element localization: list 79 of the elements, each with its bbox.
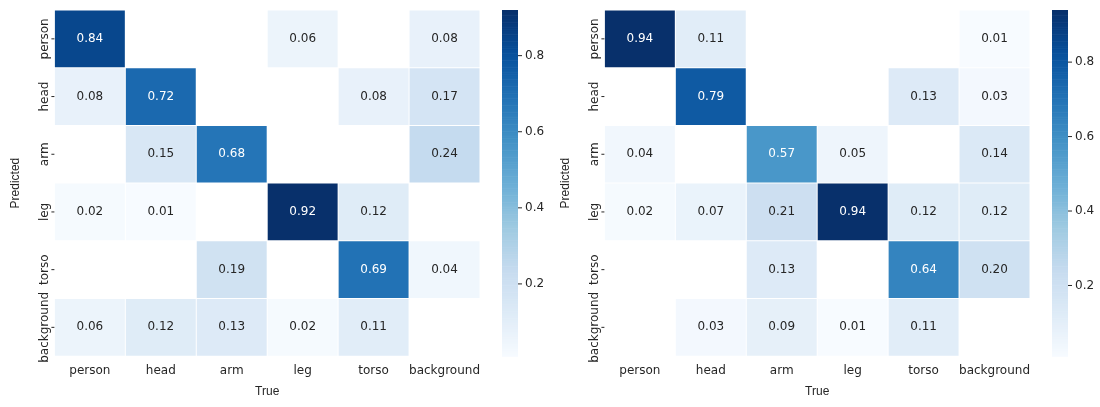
data-label: 0.20: [981, 261, 1008, 276]
data-label: 0.02: [76, 204, 104, 219]
data-label: 0.01: [147, 204, 175, 219]
color-bar-label: 0.4: [525, 199, 545, 214]
data-label: 0.17: [431, 88, 458, 103]
x-tick-label: arm: [769, 362, 794, 377]
data-label: 0.01: [839, 319, 867, 334]
data-label: 0.79: [697, 88, 725, 103]
data-label: 0.72: [147, 88, 175, 103]
y-tick-label: leg: [36, 202, 51, 222]
color-bar-label: 0.2: [525, 276, 545, 291]
data-label: 0.57: [768, 146, 796, 161]
data-label: 0.68: [218, 146, 246, 161]
data-label: 0.12: [981, 204, 1008, 219]
y-axis-title: Predicted: [557, 157, 572, 209]
data-label: 0.03: [981, 88, 1008, 103]
x-tick-label: background: [409, 362, 481, 377]
data-label: 0.19: [218, 261, 246, 276]
y-tick-label: torso: [586, 254, 601, 285]
color-bar-label: 0.8: [525, 47, 545, 62]
data-label: 0.08: [360, 88, 387, 103]
data-label: 0.04: [431, 261, 458, 276]
data-label: 0.13: [910, 88, 937, 103]
color-bar-label: 0.4: [1075, 203, 1095, 218]
data-label: 0.64: [910, 261, 937, 276]
color-bar-label: 0.8: [1075, 54, 1095, 69]
y-tick-label: arm: [586, 142, 601, 167]
data-label: 0.06: [76, 319, 104, 334]
data-label: 0.11: [910, 319, 937, 334]
data-label: 0.94: [626, 30, 654, 45]
data-label: 0.02: [289, 319, 317, 334]
y-tick-label: arm: [36, 142, 51, 167]
data-label: 0.13: [768, 261, 796, 276]
data-label: 0.12: [910, 204, 937, 219]
data-label: 0.06: [289, 30, 317, 45]
data-label: 0.11: [697, 30, 725, 45]
x-tick-label: torso: [908, 362, 939, 377]
x-tick-label: person: [619, 362, 661, 377]
data-label: 0.14: [981, 146, 1008, 161]
y-tick-label: person: [586, 18, 601, 60]
x-tick-label: head: [145, 362, 176, 377]
x-tick-label: person: [69, 362, 111, 377]
data-label: 0.07: [697, 204, 725, 219]
data-label: 0.04: [626, 146, 654, 161]
data-label: 0.03: [697, 319, 725, 334]
data-label: 0.08: [431, 30, 458, 45]
x-tick-label: head: [695, 362, 726, 377]
color-bar-label: 0.6: [1075, 128, 1095, 143]
data-label: 0.13: [218, 319, 246, 334]
data-label: 0.21: [768, 204, 796, 219]
y-axis-title: Predicted: [7, 157, 22, 209]
y-tick-label: torso: [36, 254, 51, 285]
x-tick-label: arm: [219, 362, 244, 377]
data-label: 0.92: [289, 204, 317, 219]
y-tick-label: head: [36, 81, 51, 112]
y-tick-label: leg: [586, 202, 601, 222]
data-label: 0.11: [360, 319, 387, 334]
data-label: 0.24: [431, 146, 458, 161]
data-label: 0.15: [147, 146, 175, 161]
color-bar-label: 0.2: [1075, 277, 1095, 292]
y-tick-label: person: [36, 18, 51, 60]
x-axis-title: True: [805, 384, 830, 399]
data-label: 0.08: [76, 88, 104, 103]
x-tick-label: leg: [843, 362, 862, 377]
x-tick-label: torso: [358, 362, 389, 377]
data-label: 0.94: [839, 204, 867, 219]
data-label: 0.69: [360, 261, 387, 276]
x-tick-label: background: [959, 362, 1031, 377]
data-label: 0.02: [626, 204, 654, 219]
x-tick-label: leg: [293, 362, 312, 377]
data-label: 0.01: [981, 30, 1008, 45]
color-bar-label: 0.6: [525, 123, 545, 138]
y-tick-label: head: [586, 81, 601, 112]
data-label: 0.12: [147, 319, 175, 334]
x-axis-title: True: [255, 384, 280, 399]
data-label: 0.09: [768, 319, 796, 334]
data-label: 0.12: [360, 204, 387, 219]
data-label: 0.05: [839, 146, 867, 161]
data-label: 0.84: [76, 30, 104, 45]
